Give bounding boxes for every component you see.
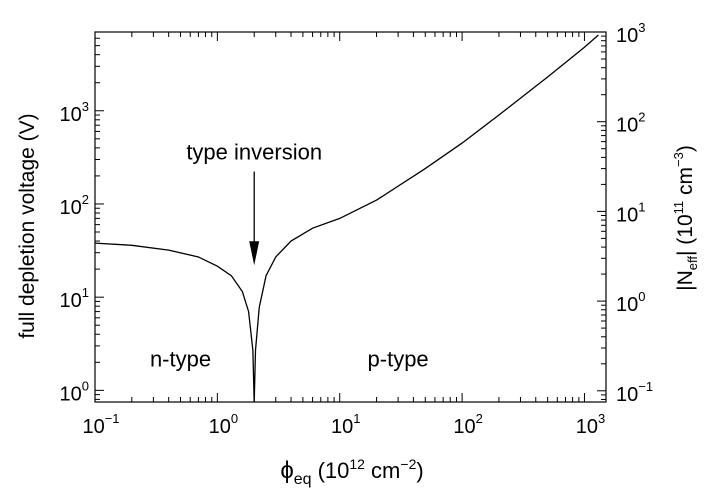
plot-frame (94, 31, 607, 403)
x-tick-label: 101 (331, 411, 360, 438)
y-right-tick-label: 101 (616, 199, 645, 226)
series-line-0 (94, 34, 599, 403)
tick-labels: 10−1 100 101 102 103 100 101 102 103 10−1 100 101 10… (60, 20, 654, 438)
series-layer (94, 34, 599, 403)
y-right-tick-label: 100 (616, 289, 645, 316)
y-axis-label-left: full depletion voltage (V) (16, 113, 39, 338)
y-right-tick-label: 102 (616, 110, 645, 137)
y-left-tick-label: 102 (60, 192, 89, 219)
x-tick-label: 102 (453, 411, 482, 438)
annotation-p-type: p-type (368, 347, 429, 372)
y-right-tick-label: 103 (616, 20, 645, 47)
annotation-type-inversion: type inversion (186, 139, 322, 164)
y-left-tick-label: 101 (60, 285, 89, 312)
y-left-tick-label: 100 (60, 378, 89, 405)
x-tick-label: 103 (576, 411, 605, 438)
y-right-tick-label: 10−1 (616, 379, 653, 406)
annotation-arrow-head (249, 241, 260, 266)
y-axis-label-right: |Neff| (1011 cm−3) (671, 145, 700, 291)
annotations: type inversion n-type p-type (150, 139, 429, 371)
axis-ticks (94, 31, 606, 402)
x-tick-label: 10−1 (82, 411, 119, 438)
plot-area (94, 31, 607, 403)
y-left-tick-label: 103 (60, 99, 89, 126)
x-axis-label: ϕeq (1012 cm−2) (280, 456, 423, 488)
annotation-n-type: n-type (150, 347, 211, 372)
x-tick-label: 100 (209, 411, 238, 438)
